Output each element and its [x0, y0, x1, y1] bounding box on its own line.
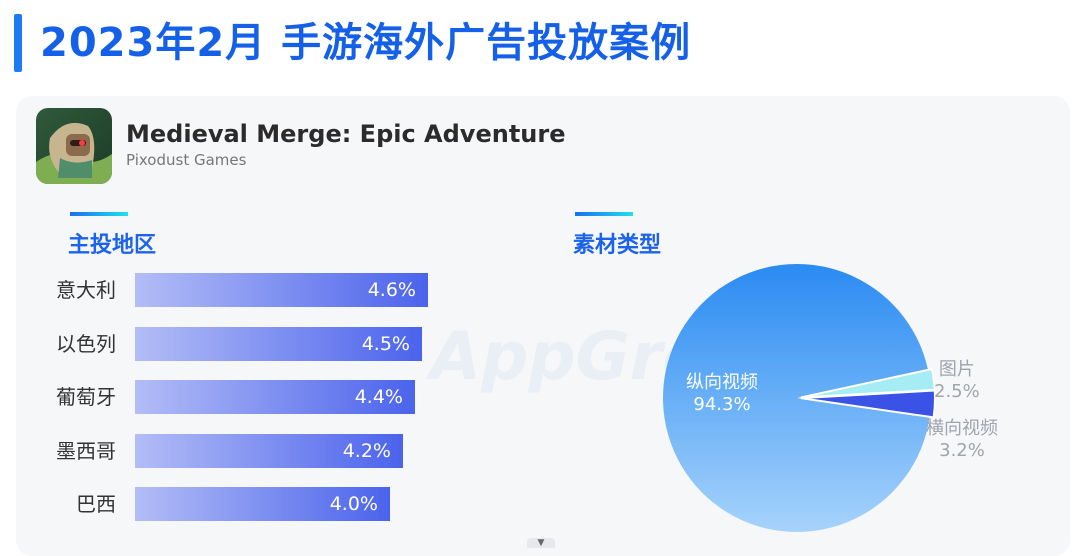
pie-slice-label: 纵向视频 94.3% [686, 372, 758, 416]
bar-value-label: 4.2% [342, 439, 391, 462]
bar-row: 意大利 4.6% [0, 273, 450, 307]
bar-category-label: 葡萄牙 [56, 385, 116, 409]
regions-title: 主投地区 [68, 233, 157, 258]
pie-slice-value: 3.2% [939, 440, 985, 461]
regions-accent [70, 212, 128, 216]
bar-value-label: 4.5% [361, 332, 410, 355]
scroll-handle[interactable]: ▼ [527, 538, 555, 548]
bar: 4.4% [135, 380, 415, 414]
bar-row: 墨西哥 4.2% [0, 433, 450, 468]
pie-slice-name: 横向视频 [926, 418, 998, 439]
bar-value-label: 4.4% [354, 386, 403, 408]
bar: 4.5% [135, 326, 422, 361]
title-accent-bar [14, 14, 22, 72]
bar: 4.0% [135, 487, 390, 521]
pie-slice-name: 图片 [938, 359, 975, 380]
materials-accent [575, 212, 633, 216]
bar-value-label: 4.0% [329, 493, 378, 515]
bar-category-label: 意大利 [56, 278, 116, 302]
app-name: Medieval Merge: Epic Adventure [126, 120, 566, 148]
page-title: 2023年2月 手游海外广告投放案例 [40, 20, 692, 66]
bar-row: 葡萄牙 4.4% [0, 380, 450, 414]
bar-value-label: 4.6% [367, 279, 416, 301]
bar: 4.6% [135, 273, 428, 307]
pie-slice-value: 2.5% [934, 381, 980, 402]
bar: 4.2% [135, 433, 403, 468]
pie-slice-label: 图片 2.5% [934, 359, 980, 403]
pie-slice-label: 横向视频 3.2% [926, 418, 998, 462]
bar-category-label: 墨西哥 [56, 438, 116, 463]
game-knight-icon [36, 108, 112, 184]
app-developer: Pixodust Games [126, 151, 247, 169]
bar-row: 巴西 4.0% [0, 487, 450, 521]
watermark: AppGrowing [430, 318, 886, 395]
pie-slice-value: 94.3% [693, 394, 751, 415]
bar-category-label: 以色列 [56, 331, 116, 356]
bar-category-label: 巴西 [76, 492, 116, 516]
bar-row: 以色列 4.5% [0, 326, 450, 361]
pie-slice-name: 纵向视频 [686, 372, 758, 393]
materials-title: 素材类型 [573, 233, 662, 258]
